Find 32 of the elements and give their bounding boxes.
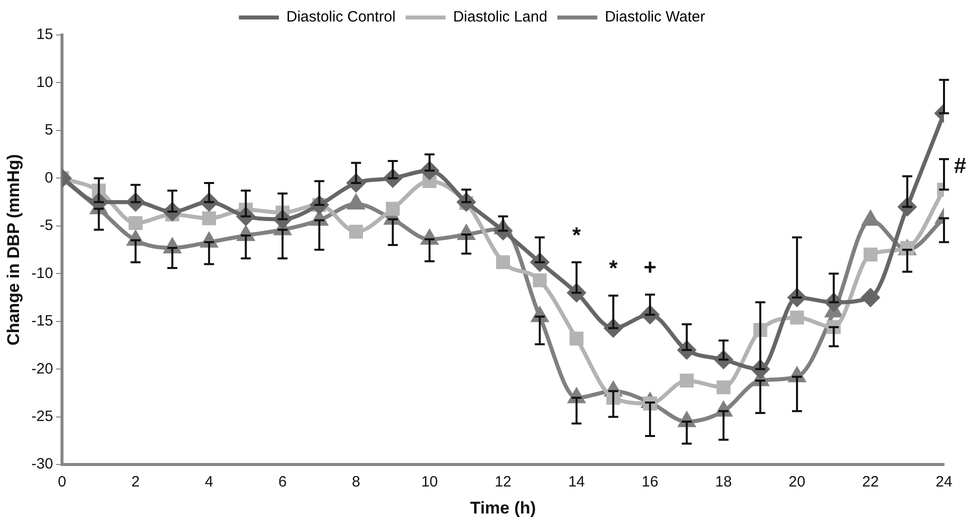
x-tick-label: 12 (494, 474, 512, 491)
y-tick-label: -5 (40, 217, 54, 234)
x-tick-label: 22 (862, 474, 879, 491)
y-tick-label: -20 (31, 360, 54, 378)
x-tick-label: 24 (936, 474, 952, 491)
annotation: # (954, 153, 966, 178)
annotation: * (572, 222, 582, 248)
legend-label: Diastolic Control (286, 8, 396, 26)
x-tick-label: 10 (421, 474, 438, 491)
y-tick-label: 10 (36, 74, 54, 91)
y-tick-label: 15 (36, 26, 54, 44)
x-tick-label: 2 (131, 474, 140, 491)
x-tick-label: 8 (352, 474, 360, 491)
legend-label: Diastolic Water (604, 8, 706, 26)
x-tick-label: 16 (642, 474, 658, 491)
x-tick-label: 4 (204, 474, 214, 491)
x-tick-label: 14 (568, 474, 585, 491)
y-tick-label: -10 (31, 264, 54, 282)
x-tick-label: 20 (788, 474, 806, 491)
y-tick-label: 0 (44, 169, 54, 186)
y-tick-label: -30 (31, 456, 54, 473)
x-tick-label: 6 (278, 474, 287, 491)
x-tick-label: 0 (58, 474, 66, 491)
y-tick-label: 5 (44, 122, 54, 139)
annotation: + (644, 254, 656, 280)
legend-label: Diastolic Land (453, 8, 548, 26)
y-tick-label: -15 (31, 312, 54, 330)
x-axis-title: Time (h) (470, 498, 536, 518)
x-tick-label: 18 (715, 474, 732, 491)
y-axis-title: Change in DBP (mmHg) (4, 154, 23, 346)
y-tick-label: -25 (31, 408, 54, 426)
annotation: * (609, 256, 618, 281)
